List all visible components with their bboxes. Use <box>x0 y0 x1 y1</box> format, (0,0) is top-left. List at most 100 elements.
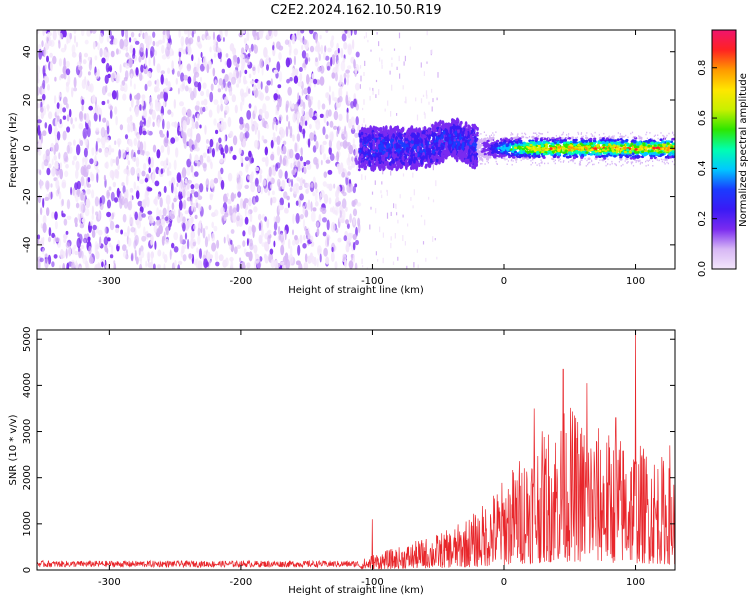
heatmap-cell <box>160 145 165 153</box>
heatmap-cell <box>127 237 132 247</box>
heatmap-cell <box>330 251 335 262</box>
heatmap-cell <box>323 153 327 161</box>
heatmap-cell <box>62 130 67 141</box>
heatmap-cell <box>301 128 306 135</box>
heatmap-cell <box>127 123 131 133</box>
heatmap-cell <box>142 130 147 136</box>
heatmap-cell <box>296 176 301 182</box>
heatmap-cell <box>302 179 306 184</box>
heatmap-cell <box>346 223 350 230</box>
heatmap-cell <box>360 162 364 169</box>
heatmap-cell <box>190 238 195 249</box>
heatmap-cell <box>248 103 252 109</box>
heatmap-cell <box>371 160 375 166</box>
heatmap-cell <box>382 125 385 133</box>
heatmap-cell <box>122 93 127 101</box>
heatmap-cell <box>423 126 427 131</box>
heatmap-cell <box>431 106 433 112</box>
heatmap-cell <box>198 203 202 212</box>
heatmap-cell <box>211 221 214 228</box>
heatmap-cell <box>216 104 220 114</box>
heatmap-cell <box>402 161 405 166</box>
heatmap-cell <box>445 129 449 134</box>
heatmap-cell <box>84 208 90 217</box>
heatmap-cell <box>362 146 366 153</box>
heatmap-cell <box>58 91 61 103</box>
heatmap-cell <box>422 155 425 160</box>
heatmap-cell <box>459 127 463 132</box>
heatmap-cell <box>78 122 84 130</box>
heatmap-cell <box>74 250 79 256</box>
heatmap-cell <box>156 207 160 218</box>
heatmap-cell <box>374 126 378 131</box>
heatmap-cell <box>366 267 368 269</box>
heatmap-cell <box>306 94 311 101</box>
heatmap-cell <box>135 156 140 168</box>
heatmap-cell <box>458 145 461 151</box>
heatmap-cell <box>325 109 329 119</box>
heatmap-cell <box>326 65 331 71</box>
heatmap-cell <box>345 219 349 225</box>
heatmap-cell <box>80 176 85 187</box>
heatmap-cell <box>231 94 236 103</box>
heatmap-cell <box>329 133 334 141</box>
heatmap-cell <box>161 44 165 54</box>
heatmap-cell <box>305 160 311 165</box>
heatmap-cell <box>328 94 331 106</box>
heatmap-cell <box>146 251 151 260</box>
heatmap-cell <box>200 51 203 58</box>
heatmap-cell <box>390 236 392 241</box>
heatmap-cell <box>253 44 258 54</box>
heatmap-cell <box>199 154 204 165</box>
heatmap-cell <box>336 185 341 194</box>
heatmap-cell <box>398 132 401 136</box>
heatmap-cell <box>375 251 377 256</box>
heatmap-cell <box>473 126 477 130</box>
heatmap-cell <box>345 69 350 74</box>
heatmap-cell <box>199 63 205 72</box>
heatmap-cell <box>103 174 106 182</box>
heatmap-cell <box>146 233 152 238</box>
heatmap-cell <box>179 66 182 73</box>
heatmap-cell <box>264 241 270 252</box>
heatmap-cell <box>133 181 137 190</box>
heatmap-cell <box>236 203 240 213</box>
heatmap-cell <box>174 186 178 196</box>
heatmap-cell <box>328 197 332 205</box>
heatmap-cell <box>425 153 428 160</box>
heatmap-cell <box>442 123 446 130</box>
heatmap-cell <box>371 133 375 140</box>
heatmap-cell <box>226 58 232 69</box>
heatmap-cell <box>320 189 325 198</box>
heatmap-cell <box>290 245 293 256</box>
heatmap-cell <box>435 158 439 163</box>
heatmap-cell <box>127 227 130 234</box>
heatmap-cell <box>132 156 137 162</box>
heatmap-cell <box>205 225 209 230</box>
heatmap-cell <box>263 47 268 58</box>
heatmap-cell <box>240 64 244 74</box>
heatmap-cell <box>337 124 341 135</box>
heatmap-cell <box>72 124 75 129</box>
heatmap-cell <box>275 163 279 172</box>
heatmap-cell <box>208 204 212 211</box>
heatmap-cell <box>414 144 418 148</box>
heatmap-cell <box>148 156 151 165</box>
heatmap-cell <box>325 256 330 265</box>
heatmap-cell <box>305 188 309 194</box>
heatmap-cell <box>437 134 441 138</box>
heatmap-cell <box>248 73 252 79</box>
heatmap-cell <box>353 217 356 226</box>
heatmap-cell <box>65 248 68 259</box>
heatmap-cell <box>445 124 449 129</box>
heatmap-cell <box>282 140 287 146</box>
heatmap-cell <box>402 173 405 177</box>
heatmap-cell <box>117 140 120 148</box>
heatmap-cell <box>136 134 141 140</box>
heatmap-cell <box>86 79 90 89</box>
heatmap-cell <box>121 30 125 37</box>
heatmap-cell <box>40 133 44 144</box>
heatmap-cell <box>289 148 294 159</box>
heatmap-cell <box>134 94 139 100</box>
heatmap-cell <box>61 179 67 187</box>
